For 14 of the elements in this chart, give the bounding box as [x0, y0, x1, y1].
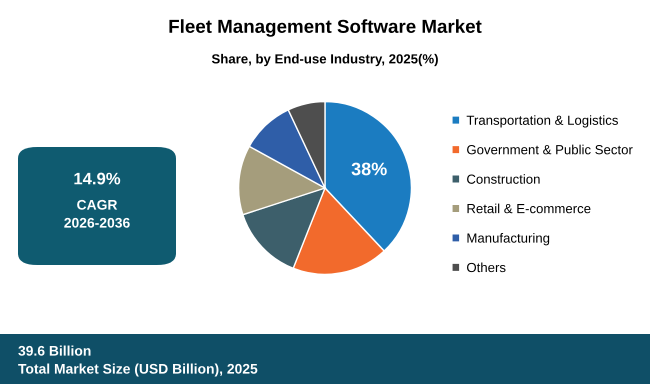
text: Total Market Size (USD Billion), 2025	[18, 364, 258, 376]
legend-label: Construction	[467, 174, 540, 184]
text: CAGR	[77, 200, 118, 210]
text: 39.6 Billion	[18, 346, 90, 356]
legend-label: Transportation & Logistics	[466, 115, 618, 128]
text: 2026-2036	[64, 218, 130, 228]
chart-subtitle: Share, by End-use Industry, 2025(%)	[212, 54, 438, 66]
chart-title: Fleet Management Software Market	[169, 19, 482, 37]
legend-label: Retail & E-commerce	[467, 204, 590, 214]
data-label: 38%	[352, 162, 387, 176]
text: 14.9%	[74, 172, 120, 184]
legend-label: Others	[467, 262, 506, 272]
legend-label: Government & Public Sector	[467, 144, 633, 154]
legend-label: Manufacturing	[467, 233, 550, 246]
